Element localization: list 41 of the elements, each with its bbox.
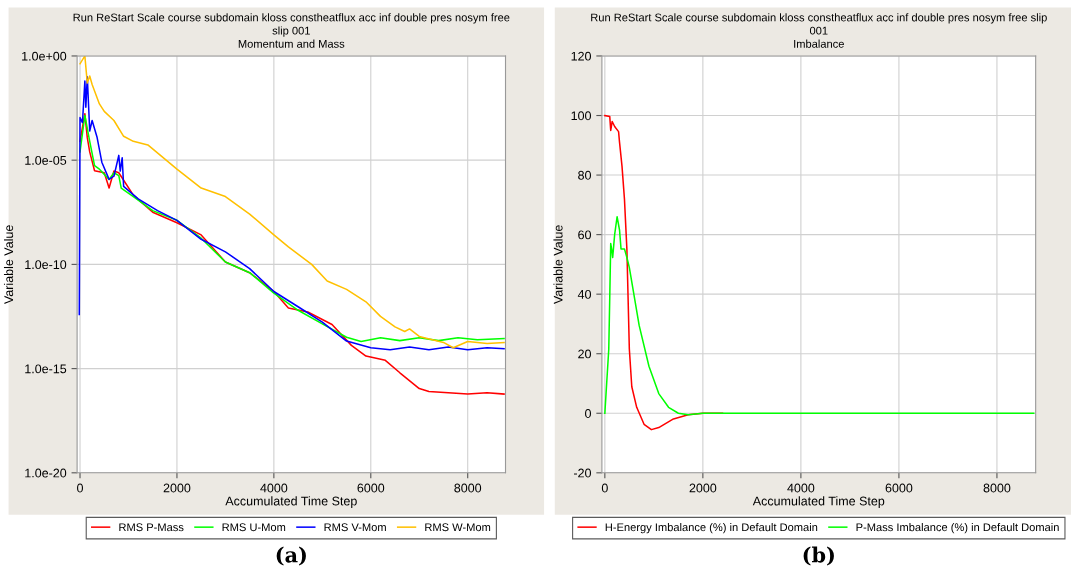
x-tick-label: 4000 [787,483,815,493]
legend-label: RMS U-Mom [222,523,286,532]
y-tick-label: 120 [571,51,591,61]
y-axis-title: Variable Value [553,225,563,305]
y-tick-label: 60 [578,230,591,240]
y-tick-label: 1.0e+00 [22,51,67,61]
legend-label: H-Energy Imbalance (%) in Default Domain [605,522,818,534]
x-tick-label: 2000 [163,483,191,493]
chart-title: Run ReStart Scale course subdomain kloss constheatflux acc inf double pres nosym free slip 001 [73,13,510,37]
legend-label: RMS W-Mom [425,523,491,532]
y-tick-label: 20 [578,349,591,359]
y-tick-label: 100 [571,111,591,121]
x-tick-label: 0 [77,483,84,493]
y-tick-label: 80 [578,170,591,180]
y-tick-label: 1.0e-10 [25,260,67,270]
x-tick-label: 2000 [689,483,717,493]
chart-title: Run ReStart Scale course subdomain kloss constheatflux acc inf double pres nosym free slip 001 [591,13,1047,35]
legend-label: RMS P-Mass [119,523,184,532]
x-axis-title: Accumulated Time Step [752,496,885,508]
x-tick-label: 8000 [454,483,482,493]
text: (a) [276,546,306,566]
x-tick-label: 6000 [357,483,385,493]
y-tick-label: 1.0e-05 [25,155,67,165]
legend-label: P-Mass Imbalance (%) in Default Domain [856,522,1059,534]
chart-subtitle: Momentum and Mass [238,39,345,48]
line-series [604,215,1035,416]
y-tick-label: 1.0e-20 [25,468,67,478]
x-axis-title: Accumulated Time Step [225,496,357,508]
legend-label: RMS V-Mom [324,523,386,532]
y-tick-label: -20 [573,468,591,478]
y-axis-title: Variable Value [3,225,14,305]
x-tick-label: 6000 [885,483,913,493]
chart-subtitle: Imbalance [794,39,844,48]
x-tick-label: 4000 [260,483,288,493]
x-tick-label: 0 [601,483,608,493]
y-tick-label: 0 [585,409,591,418]
x-tick-label: 8000 [983,483,1011,493]
line-series [79,114,505,343]
y-tick-label: 1.0e-15 [25,364,67,374]
text: (b) [803,546,834,566]
y-tick-label: 40 [577,289,591,299]
